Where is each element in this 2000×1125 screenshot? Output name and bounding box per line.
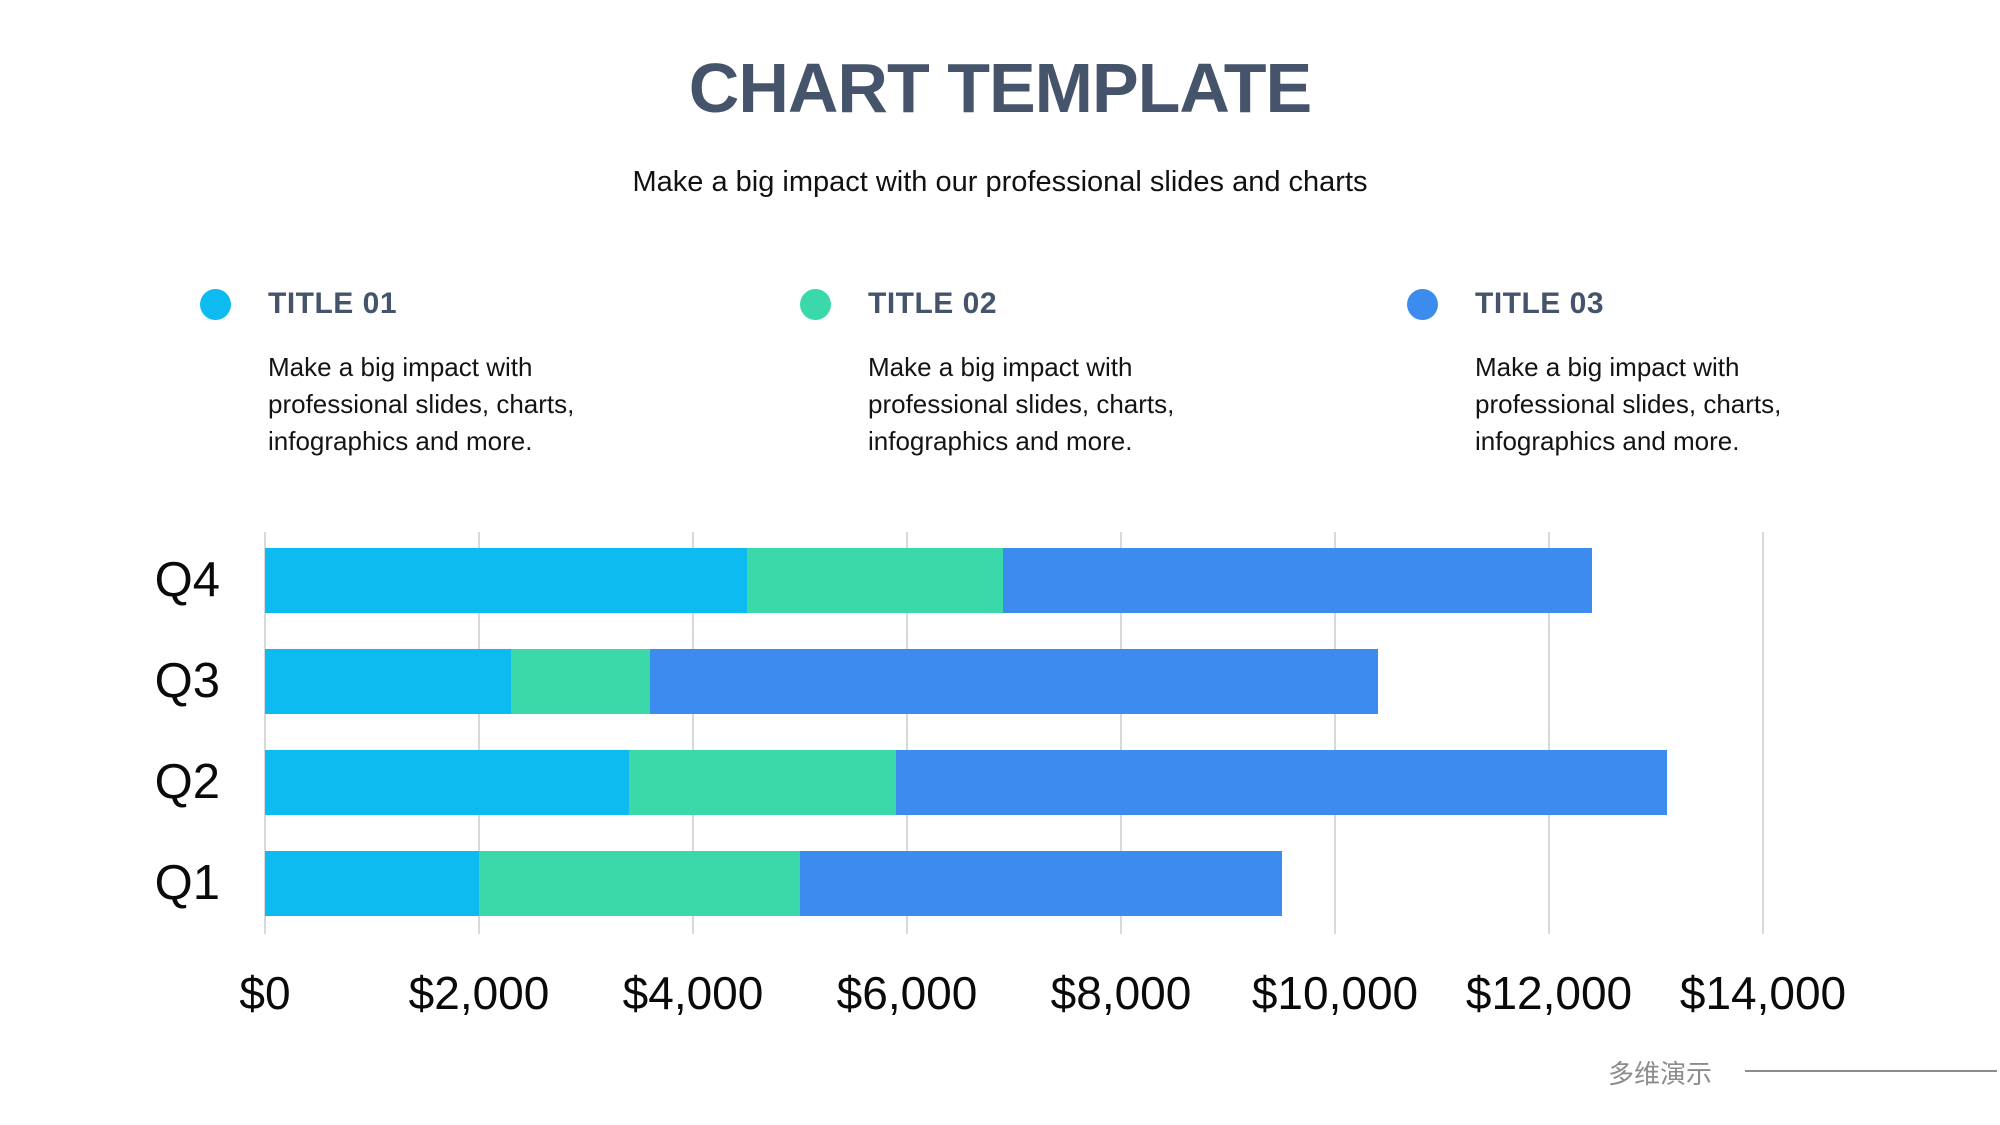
x-tick-label: $0 (239, 967, 291, 1019)
x-tick-label: $10,000 (1251, 967, 1419, 1019)
bar-segment-title-03 (1003, 548, 1592, 613)
legend-item-3-header: TITLE 03 (1407, 287, 1767, 321)
legend-item-3: TITLE 03 Make a big impact with professi… (1407, 287, 1781, 460)
bar-segment-title-03 (650, 649, 1378, 714)
category-label-q1: Q1 (154, 856, 220, 910)
bar-segment-title-02 (628, 750, 897, 815)
plot-area (264, 532, 1870, 934)
bar-row-q1 (265, 851, 1870, 916)
x-tick-label: $6,000 (836, 967, 978, 1019)
bar-row-q3 (265, 649, 1870, 714)
x-tick-label: $14,000 (1679, 967, 1847, 1019)
legend-item-1-description: Make a big impact with professional slid… (268, 352, 575, 456)
bar-segment-title-01 (265, 851, 479, 916)
category-label-q2: Q2 (154, 755, 220, 809)
gridline (264, 532, 266, 934)
x-axis: $0 $2,000 $4,000 $6,000 $8,000 $10,000 $12,000… (239, 966, 1870, 1036)
x-tick-label: $4,000 (622, 967, 764, 1019)
footer-brand: 多维演示 (1608, 1059, 1713, 1089)
bar-segment-title-03 (896, 750, 1667, 815)
gridline (692, 532, 694, 934)
legend-item-2-title: TITLE 02 (868, 287, 998, 320)
bar-segment-title-02 (746, 548, 1004, 613)
bar-segment-title-01 (265, 649, 512, 714)
legend-item-1-header: TITLE 01 (200, 287, 560, 321)
legend-dot-icon (200, 288, 231, 320)
legend-item-2-header: TITLE 02 (800, 287, 1160, 321)
x-tick-label: $12,000 (1465, 967, 1633, 1019)
bar-segment-title-02 (511, 649, 651, 714)
legend-item-1: TITLE 01 Make a big impact with professi… (200, 287, 574, 460)
category-label-q3: Q3 (154, 654, 220, 708)
legend-dot-icon (1407, 288, 1438, 320)
legend-item-3-title: TITLE 03 (1475, 287, 1605, 320)
gridline (478, 532, 480, 934)
x-tick-label: $8,000 (1050, 967, 1192, 1019)
legend-item-2-description: Make a big impact with professional slid… (868, 352, 1175, 456)
x-tick-label: $2,000 (408, 967, 550, 1019)
legend-item-3-description: Make a big impact with professional slid… (1475, 352, 1782, 456)
legend-item-2: TITLE 02 Make a big impact with professi… (800, 287, 1174, 460)
bar-segment-title-01 (265, 750, 629, 815)
gridline (1762, 532, 1764, 934)
bar-segment-title-02 (479, 851, 800, 916)
gridline (906, 532, 908, 934)
footer-divider (1745, 1070, 1997, 1072)
page-title: CHART TEMPLATE (688, 49, 1312, 127)
bar-segment-title-03 (800, 851, 1282, 916)
legend-item-1-title: TITLE 01 (268, 287, 398, 320)
gridline (1333, 532, 1336, 934)
category-axis: Q4 Q3 Q2 Q1 (0, 532, 220, 934)
legend-dot-icon (800, 288, 831, 320)
gridline (1120, 532, 1122, 934)
page-subtitle: Make a big impact with our professional … (632, 166, 1368, 198)
category-label-q4: Q4 (154, 553, 220, 607)
bar-segment-title-01 (265, 548, 747, 613)
bar-row-q2 (265, 750, 1870, 815)
gridline (1548, 532, 1550, 934)
bar-row-q4 (265, 548, 1870, 613)
